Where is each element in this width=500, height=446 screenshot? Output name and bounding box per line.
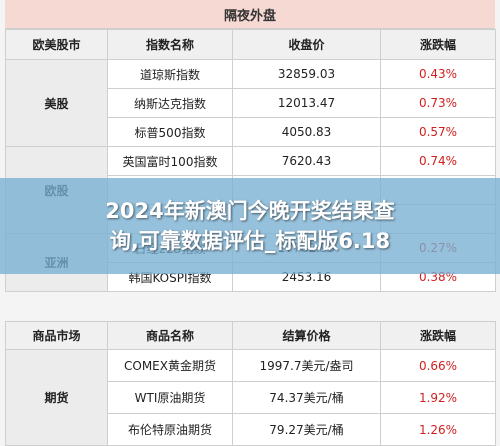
table-header-row: 商品市场 商品名称 结算价格 涨跌幅 bbox=[5, 321, 496, 350]
change-cell: 0.43% bbox=[380, 59, 496, 89]
instrument-name-cell: 布伦特原油期货 bbox=[107, 413, 233, 446]
table-row: 美股 道琼斯指数 32859.03 0.43% bbox=[5, 59, 496, 147]
table-row: 期货 COMEX黄金期货 1997.7美元/盎司 0.66% bbox=[5, 349, 496, 446]
price-cell: 74.37美元/桶 bbox=[232, 381, 381, 414]
column-header: 商品市场 bbox=[5, 321, 108, 350]
column-header: 商品名称 bbox=[107, 321, 233, 350]
instrument-name-cell: COMEX黄金期货 bbox=[107, 349, 233, 382]
price-cell: 12013.47 bbox=[232, 88, 381, 118]
price-cell: 32859.03 bbox=[232, 59, 381, 89]
change-cell: 0.74% bbox=[380, 146, 496, 176]
banner-line-1: 2024年新澳门今晚开奖结果查 bbox=[105, 199, 395, 223]
column-header: 涨跌幅 bbox=[380, 321, 496, 350]
watermark-banner: 2024年新澳门今晚开奖结果查 询,可靠数据评估_标配版6.18 bbox=[0, 178, 500, 274]
change-cell: 0.73% bbox=[380, 88, 496, 118]
change-cell: 0.57% bbox=[380, 117, 496, 147]
column-header: 收盘价 bbox=[232, 29, 381, 60]
change-cell: 0.66% bbox=[380, 349, 496, 382]
commodities-table: 商品市场 商品名称 结算价格 涨跌幅 期货 COMEX黄金期货 1997.7美元/盎司 0.6… bbox=[5, 321, 496, 446]
instrument-name-cell: WTI原油期货 bbox=[107, 381, 233, 414]
price-cell: 1997.7美元/盎司 bbox=[232, 349, 381, 382]
change-cell: 1.26% bbox=[380, 413, 496, 446]
instrument-name-cell: 纳斯达克指数 bbox=[107, 88, 233, 118]
instrument-name-cell: 标普500指数 bbox=[107, 117, 233, 147]
banner-line-2: 询,可靠数据评估_标配版6.18 bbox=[109, 229, 391, 253]
sheet-title: 隔夜外盘 bbox=[5, 0, 495, 29]
column-header: 涨跌幅 bbox=[380, 29, 496, 60]
table-row: 纳斯达克指数 12013.47 0.73% bbox=[6, 88, 496, 118]
column-header: 结算价格 bbox=[232, 321, 381, 350]
price-cell: 7620.43 bbox=[232, 146, 381, 176]
table-row: 标普500指数 4050.83 0.57% bbox=[6, 117, 496, 147]
price-cell: 4050.83 bbox=[232, 117, 381, 147]
change-cell: 1.92% bbox=[380, 381, 496, 414]
column-header: 欧美股市 bbox=[5, 29, 108, 60]
instrument-name-cell: 道琼斯指数 bbox=[107, 59, 233, 89]
market-cell: 美股 bbox=[5, 59, 108, 147]
table-row: 欧股英国富时100指数7620.430.74% bbox=[5, 146, 496, 234]
instrument-name-cell: 英国富时100指数 bbox=[107, 146, 233, 176]
table-header-row: 欧美股市 指数名称 收盘价 涨跌幅 bbox=[5, 29, 496, 60]
column-header: 指数名称 bbox=[107, 29, 233, 60]
table-row: 布伦特原油期货 79.27美元/桶 1.26% bbox=[6, 413, 496, 446]
market-cell: 期货 bbox=[5, 349, 108, 446]
price-cell: 79.27美元/桶 bbox=[232, 413, 381, 446]
